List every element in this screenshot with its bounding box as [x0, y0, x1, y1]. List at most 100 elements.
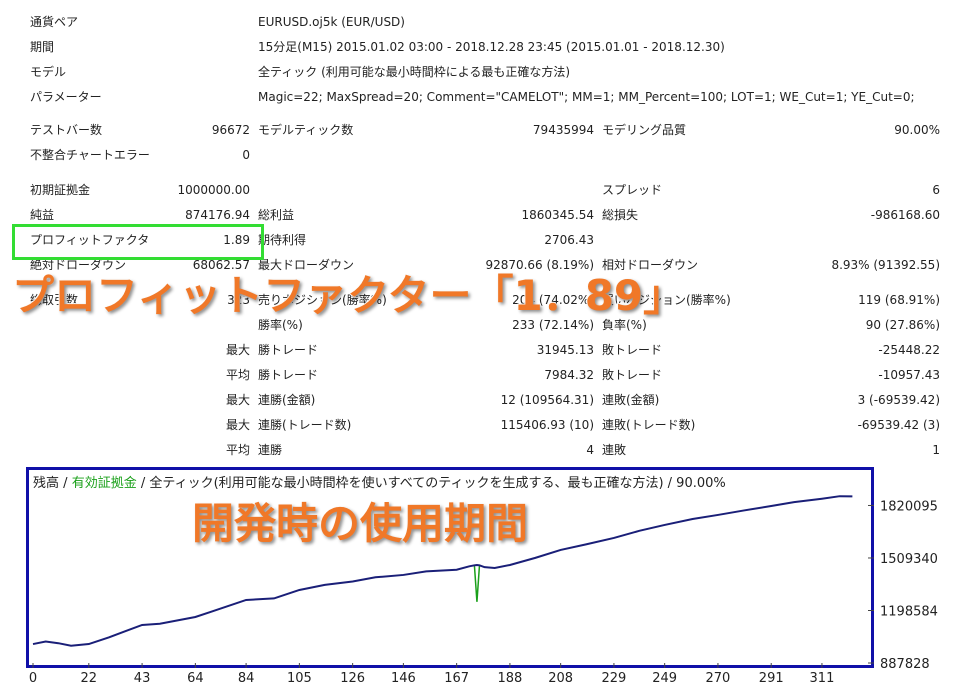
period-annotation: 開発時の使用期間 [191, 499, 529, 549]
field-value: 79435994 [532, 123, 594, 137]
profit-factor-annotation: プロフィットファクター「1．89」 [11, 271, 686, 321]
field-value: 平均 [225, 443, 250, 457]
x-tick-label: 43 [134, 671, 151, 686]
y-tick-label: 1509340 [880, 552, 938, 567]
legend-note: 全ティック(利用可能な最小時間枠を使いすべてのティックを生成する、最も正確な方法… [149, 475, 725, 491]
field-value: 90 (27.86%) [865, 318, 940, 332]
x-tick-label: 270 [706, 671, 731, 686]
field-label: 敗トレード [602, 343, 663, 357]
field-value: 全ティック (利用可能な最小時間枠による最も正確な方法) [258, 65, 571, 79]
field-value: 90.00% [894, 123, 940, 137]
legend-entry: 残高 [33, 475, 59, 491]
x-tick-label: 291 [759, 671, 784, 686]
field-value: 233 (72.14%) [512, 318, 594, 332]
field-label: モデルティック数 [258, 123, 354, 137]
x-tick-label: 84 [238, 671, 255, 686]
series-line [473, 565, 481, 602]
legend-separator: / [141, 476, 146, 491]
chart-frame [26, 467, 874, 668]
field-label: 連勝 [258, 443, 283, 457]
legend-separator: / [63, 476, 68, 491]
field-label: 期間 [30, 40, 55, 54]
field-value: 92870.66 (8.19%) [485, 258, 594, 272]
field-label: 総利益 [258, 208, 295, 222]
field-label: 売りポジション(勝率%) [258, 293, 387, 307]
field-label: 総取引数 [30, 293, 79, 307]
field-label: 不整合チャートエラー [30, 148, 150, 162]
field-value: 8.93% (91392.55) [831, 258, 940, 272]
field-label: 連敗 [602, 443, 627, 457]
field-value: 6 [932, 183, 940, 197]
field-value: 119 (68.91%) [858, 293, 940, 307]
field-label: 総損失 [602, 208, 639, 222]
field-value: 2706.43 [544, 233, 594, 247]
field-value: 1000000.00 [177, 183, 250, 197]
field-label: 通貨ペア [30, 15, 79, 29]
field-value: 最大 [225, 418, 250, 432]
x-tick-label: 22 [81, 671, 98, 686]
x-tick-label: 167 [444, 671, 469, 686]
field-value: 96672 [211, 123, 250, 137]
field-value: EURUSD.oj5k (EUR/USD) [258, 15, 405, 29]
field-label: パラメーター [30, 90, 102, 104]
field-value: 12 (109564.31) [500, 393, 594, 407]
field-label: 敗トレード [602, 368, 663, 382]
field-value: 0 [242, 148, 250, 162]
field-label: 連勝(金額) [258, 393, 316, 407]
field-label: 勝トレード [258, 368, 319, 382]
field-value: 平均 [225, 368, 250, 382]
x-tick-label: 249 [652, 671, 677, 686]
highlight-box [12, 224, 264, 260]
field-value: -25448.22 [878, 343, 940, 357]
field-label: テストバー数 [30, 123, 103, 137]
field-label: 勝率(%) [258, 318, 303, 332]
x-tick-label: 311 [810, 671, 835, 686]
field-value: 323 [227, 293, 250, 307]
x-tick-label: 229 [602, 671, 627, 686]
field-value: -986168.60 [870, 208, 940, 222]
field-label: モデル [30, 65, 67, 79]
series-line [32, 495, 853, 647]
field-label: 期待利得 [258, 233, 307, 247]
field-label: 純益 [30, 208, 55, 222]
x-tick-label: 64 [187, 671, 204, 686]
x-tick-label: 208 [548, 671, 573, 686]
x-tick-label: 146 [391, 671, 416, 686]
x-tick-label: 0 [29, 671, 37, 686]
field-value: 最大 [225, 343, 250, 357]
field-value: 3 (-69539.42) [857, 393, 940, 407]
y-tick-label: 1198584 [880, 604, 938, 619]
field-value: 204 (74.02%) [512, 293, 594, 307]
field-label: モデリング品質 [602, 123, 687, 137]
field-value: 7984.32 [544, 368, 594, 382]
y-tick-label: 1820095 [880, 499, 938, 514]
field-label: 連敗(トレード数) [602, 418, 696, 432]
field-value: 874176.94 [185, 208, 250, 222]
field-label: 最大ドローダウン [258, 258, 355, 272]
field-value: 1 [932, 443, 940, 457]
field-value: -10957.43 [878, 368, 940, 382]
field-label: 負率(%) [602, 318, 647, 332]
field-label: スプレッド [602, 183, 663, 197]
field-value: 115406.93 (10) [500, 418, 594, 432]
field-value: 31945.13 [536, 343, 594, 357]
field-label: プロフィットファクタ [30, 233, 150, 247]
field-label: 連敗(金額) [602, 393, 660, 407]
field-label: 買いポジション(勝率%) [602, 293, 731, 307]
field-label: 絶対ドローダウン [30, 258, 127, 272]
field-value: 15分足(M15) 2015.01.02 03:00 - 2018.12.28 … [258, 40, 725, 54]
x-tick-label: 105 [287, 671, 312, 686]
field-label: 相対ドローダウン [602, 258, 699, 272]
field-label: 連勝(トレード数) [258, 418, 352, 432]
field-label: 初期証拠金 [30, 183, 91, 197]
field-value: 最大 [225, 393, 250, 407]
field-value: 68062.57 [192, 258, 250, 272]
field-value: 4 [586, 443, 594, 457]
x-tick-label: 126 [340, 671, 365, 686]
field-value: 1.89 [223, 233, 250, 247]
field-value: Magic=22; MaxSpread=20; Comment="CAMELOT… [258, 90, 915, 104]
legend-entry: 有効証拠金 [72, 475, 137, 491]
field-value: -69539.42 (3) [857, 418, 940, 432]
